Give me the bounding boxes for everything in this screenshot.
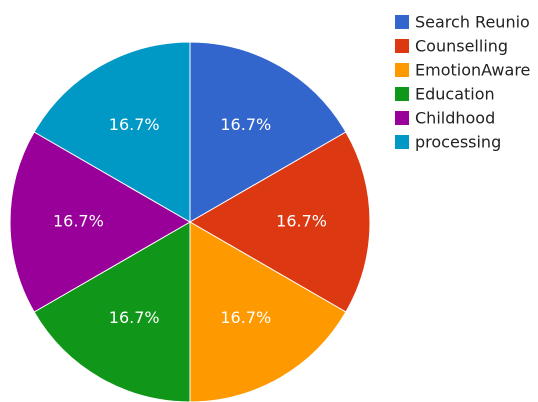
legend-item-2: EmotionAware [395, 61, 530, 80]
slice-label-5: 16.7% [109, 115, 160, 134]
legend-item-4: Childhood [395, 109, 495, 128]
legend-label-2: EmotionAware [415, 61, 530, 80]
pie-slice-3 [33, 221, 191, 402]
pie-slice-0 [189, 41, 347, 223]
legend-label-0: Search Reunio [415, 13, 530, 32]
slice-label-2: 16.7% [220, 308, 271, 327]
slice-label-0: 16.7% [220, 115, 271, 134]
legend-swatch-4 [395, 111, 409, 125]
legend-label-5: processing [415, 133, 501, 152]
legend-swatch-0 [395, 15, 409, 29]
pie-labels: 16.7% 16.7% 16.7% 16.7% 16.7% 16.7% [53, 115, 327, 327]
pie-slices [9, 41, 371, 402]
legend-swatch-3 [395, 87, 409, 101]
pie-slice-1 [188, 131, 371, 313]
legend-item-3: Education [395, 85, 495, 104]
pie-slice-4 [9, 131, 192, 313]
slice-label-1: 16.7% [276, 212, 327, 231]
legend-label-4: Childhood [415, 109, 495, 128]
legend-label-3: Education [415, 85, 495, 104]
slice-label-3: 16.7% [109, 308, 160, 327]
legend-item-5: processing [395, 133, 501, 152]
legend: Search Reunio Counselling EmotionAware Educ… [395, 13, 530, 152]
legend-swatch-5 [395, 135, 409, 149]
legend-item-0: Search Reunio [395, 13, 530, 32]
legend-item-1: Counselling [395, 37, 508, 56]
pie-slice-5 [33, 41, 191, 223]
legend-swatch-2 [395, 63, 409, 77]
pie-slice-2 [189, 221, 347, 402]
legend-label-1: Counselling [415, 37, 508, 56]
legend-swatch-1 [395, 39, 409, 53]
slice-label-4: 16.7% [53, 212, 104, 231]
